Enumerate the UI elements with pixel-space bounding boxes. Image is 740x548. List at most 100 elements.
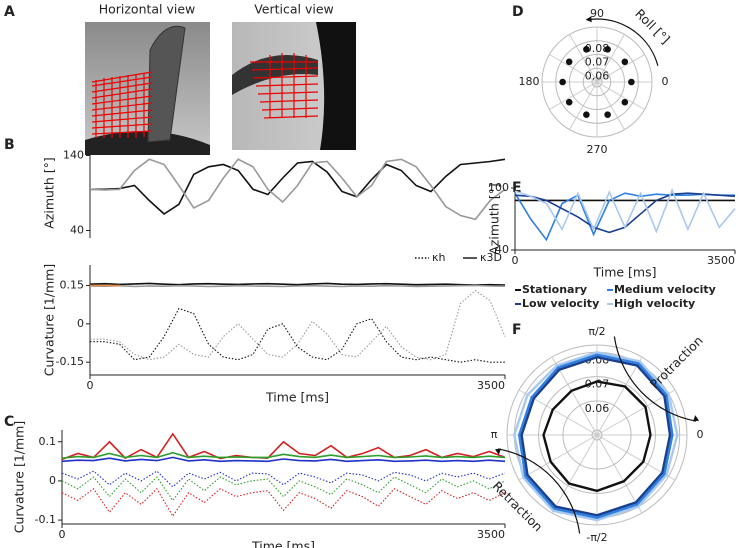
arrow-arc: [591, 18, 659, 66]
series-line: [61, 451, 506, 459]
series-line: [90, 307, 505, 363]
theta-tick-label: 0: [662, 75, 669, 88]
ring: [582, 67, 612, 97]
legend-label: κ3D: [480, 251, 502, 264]
image-vertical: [232, 22, 356, 150]
theta-tick-label: 270: [587, 143, 608, 156]
point: [621, 58, 629, 66]
series-line: [61, 487, 506, 518]
point: [559, 78, 566, 86]
theta-tick-label: π: [491, 428, 498, 441]
series-line: [90, 158, 506, 216]
image-title: Vertical view: [254, 2, 334, 17]
legend-label: Medium velocity: [614, 283, 716, 296]
r-tick-label: 0.07: [585, 56, 610, 69]
y-tick-label: 40: [495, 243, 509, 256]
x-axis-title: Time [ms]: [592, 265, 656, 280]
spoke: [596, 356, 643, 436]
panel-label: C: [4, 414, 14, 430]
series-line: [517, 353, 674, 519]
theta-tick-label: 90: [590, 7, 604, 20]
arrow-arc: [497, 448, 581, 534]
arrow-head: [585, 16, 592, 23]
arrow-arc: [613, 336, 697, 422]
x-tick-label: 3500: [707, 254, 735, 267]
point: [621, 98, 629, 106]
point: [604, 46, 611, 53]
r-tick-label: 0.06: [585, 69, 610, 82]
series-line: [61, 456, 506, 463]
y-axis-title: Curvature [1/mm]: [42, 264, 57, 376]
y-axis-title: Curvature [1/mm]: [12, 421, 27, 533]
series-line: [514, 187, 736, 234]
y-tick-label: -0.1: [35, 513, 56, 526]
panel-label: B: [4, 137, 15, 153]
series-line: [61, 432, 506, 461]
legend-label: Stationary: [522, 283, 587, 296]
r-tick-label: 0.08: [585, 42, 610, 55]
series-line: [520, 355, 672, 517]
ring: [562, 400, 632, 470]
spoke: [518, 434, 598, 481]
y-tick-label: 100: [488, 181, 509, 194]
legend-label: High velocity: [614, 297, 695, 310]
y-tick-label: 40: [70, 224, 84, 237]
x-axis-title: Time [ms]: [265, 390, 329, 405]
ring: [569, 54, 625, 110]
x-tick-label: 0: [512, 254, 519, 267]
series-line: [89, 282, 506, 286]
theta-tick-label: 0: [697, 428, 704, 441]
arrow-head: [495, 448, 501, 455]
theta-tick-label: π/2: [588, 325, 605, 338]
series-line: [542, 380, 652, 493]
panel-label: E: [512, 180, 522, 196]
panel-label: A: [4, 4, 15, 20]
x-axis-title: Time [ms]: [251, 539, 315, 548]
annotation: Roll [°]: [632, 6, 673, 47]
series-line: [90, 289, 506, 361]
image-title: Horizontal view: [99, 2, 196, 17]
ring: [538, 376, 656, 494]
theta-tick-label: 180: [519, 75, 540, 88]
y-tick-label: 0.1: [39, 435, 57, 448]
spoke: [596, 389, 676, 436]
polar-center: [591, 76, 603, 88]
x-tick-label: 3500: [477, 379, 505, 392]
spoke: [551, 434, 598, 514]
point: [604, 111, 611, 118]
legend-label: Low velocity: [522, 297, 599, 310]
y-axis-title: Azimuth [°]: [42, 157, 57, 228]
y-tick-label: 0: [77, 317, 84, 330]
y-tick-label: -0.15: [56, 355, 84, 368]
panel-label: F: [512, 322, 522, 338]
series-line: [89, 284, 506, 288]
y-tick-label: 0: [49, 474, 56, 487]
point: [628, 78, 635, 86]
series-line: [61, 470, 506, 488]
y-axis-title: Azimuth [°]: [487, 183, 502, 254]
y-tick-label: 0.15: [60, 278, 85, 291]
point: [583, 111, 590, 118]
series-line: [61, 476, 506, 502]
point: [565, 58, 573, 66]
r-tick-label: 0.06: [585, 402, 610, 415]
series-line: [89, 158, 506, 221]
annotation: Protraction: [647, 333, 706, 392]
point: [583, 46, 590, 53]
panel-label: D: [512, 4, 524, 20]
y-tick-label: 140: [63, 149, 84, 162]
r-tick-label: 0.07: [585, 378, 610, 391]
spoke: [596, 434, 643, 514]
theta-tick-label: -π/2: [586, 531, 607, 544]
ring: [555, 40, 639, 124]
x-tick-label: 0: [59, 528, 66, 541]
x-tick-label: 0: [87, 379, 94, 392]
x-tick-label: 3500: [477, 528, 505, 541]
arrow-head: [693, 415, 699, 422]
image-horizontal: [85, 22, 210, 155]
legend-label: κh: [432, 251, 445, 264]
point: [565, 98, 573, 106]
series-line: [513, 351, 679, 522]
polar-center: [591, 429, 603, 441]
